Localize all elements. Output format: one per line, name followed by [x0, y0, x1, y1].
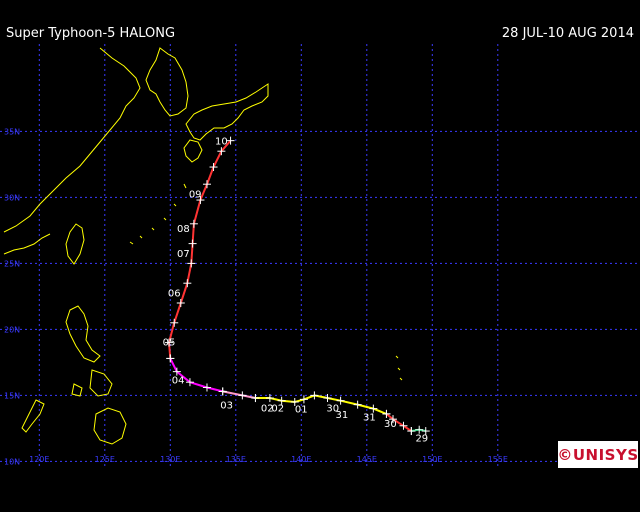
- header-bar: Super Typhoon-5 HALONG 28 JUL-10 AUG 201…: [0, 0, 640, 44]
- lat-label: 20N: [4, 325, 20, 334]
- lon-label: 140E: [291, 455, 311, 464]
- day-label: 02: [261, 403, 274, 414]
- lat-label: 15N: [4, 391, 20, 400]
- lon-label: 155E: [488, 455, 508, 464]
- track-segment: [385, 413, 412, 432]
- day-label: 29: [415, 434, 428, 445]
- china-coast-north: [3, 47, 141, 233]
- china-coast-south: [3, 233, 51, 255]
- day-label: 30: [326, 403, 339, 414]
- lon-label: 135E: [226, 455, 246, 464]
- kyushu-outline: [183, 139, 203, 163]
- bottom-band: [0, 468, 640, 512]
- track-map: 29 30 31 30 01 02 31 02 03 04 05 06 07 08 09 10 120E 125…: [0, 44, 640, 468]
- luzon-outline: [65, 305, 101, 363]
- unisys-logo: ©UNISYS: [557, 441, 639, 468]
- day-label: 02: [271, 403, 284, 414]
- lon-label: 150E: [422, 455, 442, 464]
- day-label: 30: [384, 419, 397, 430]
- lat-label: 25N: [4, 259, 20, 268]
- lat-label: 10N: [4, 457, 20, 466]
- day-label: 03: [220, 401, 233, 412]
- date-range: 28 JUL-10 AUG 2014: [501, 26, 634, 41]
- lat-lon-grid: [0, 44, 640, 468]
- day-label: 10: [215, 137, 228, 148]
- day-label: 08: [177, 224, 190, 235]
- korea-outline: [145, 47, 189, 117]
- day-label: 05: [163, 337, 176, 348]
- lon-label: 125E: [95, 455, 115, 464]
- ryukyu-islands: [129, 183, 187, 245]
- day-label: 07: [177, 249, 190, 260]
- lon-label: 120E: [29, 455, 49, 464]
- lat-label: 35N: [4, 127, 20, 136]
- japan-outline: [185, 83, 269, 141]
- taiwan-outline: [65, 223, 85, 265]
- marianas-islands: [395, 355, 403, 381]
- axis-labels: 120E 125E 130E 135E 140E 145E 150E 155E 35N 30N 25…: [4, 127, 508, 466]
- palawan-outline: [21, 399, 45, 433]
- land-outlines: [3, 47, 403, 445]
- storm-title: Super Typhoon-5 HALONG: [6, 26, 176, 41]
- mindanao-outline: [93, 407, 127, 445]
- day-label: 09: [189, 189, 202, 200]
- track-ticks: [164, 136, 430, 436]
- lon-label: 145E: [357, 455, 377, 464]
- visayas-outline: [71, 369, 113, 397]
- logo-text: ©UNISYS: [557, 445, 639, 464]
- map-background: [0, 44, 640, 468]
- day-label: 01: [295, 405, 308, 416]
- lon-label: 130E: [160, 455, 180, 464]
- day-label: 06: [168, 288, 181, 299]
- day-label: 04: [172, 376, 185, 387]
- day-label: 31: [363, 413, 376, 424]
- lat-label: 30N: [4, 193, 20, 202]
- day-label: 31: [336, 410, 349, 421]
